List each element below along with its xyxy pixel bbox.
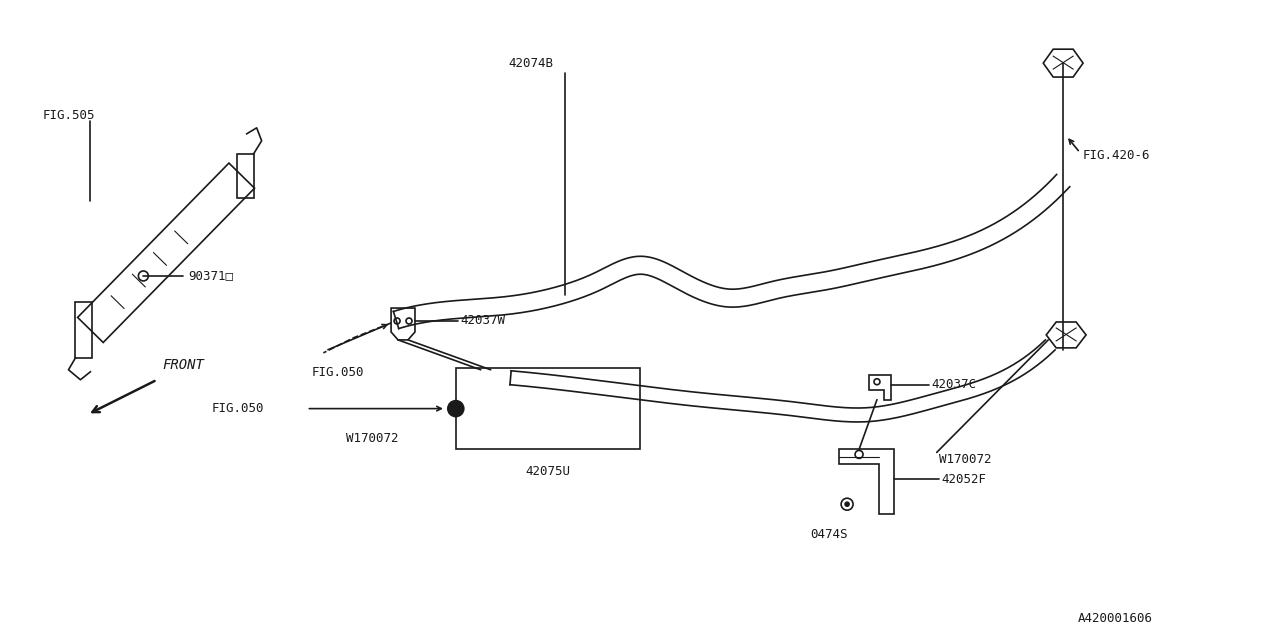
Text: W170072: W170072 [938,453,991,466]
Circle shape [845,502,849,506]
Text: FRONT: FRONT [163,358,204,372]
Text: 42052F: 42052F [942,473,987,486]
Text: W170072: W170072 [347,432,399,445]
Text: 42037W: 42037W [461,314,506,328]
Text: FIG.050: FIG.050 [311,366,364,380]
Text: FIG.505: FIG.505 [42,109,95,122]
Text: 0474S: 0474S [810,527,847,541]
Bar [456,368,640,449]
Text: 42037C: 42037C [932,378,977,391]
Text: 90371□: 90371□ [188,269,233,282]
Text: A420001606: A420001606 [1078,612,1153,625]
Text: FIG.420-6: FIG.420-6 [1083,149,1151,162]
Text: 42075U: 42075U [525,465,570,478]
Circle shape [448,401,463,417]
Text: 42074B: 42074B [508,56,553,70]
Text: FIG.050: FIG.050 [212,402,265,415]
